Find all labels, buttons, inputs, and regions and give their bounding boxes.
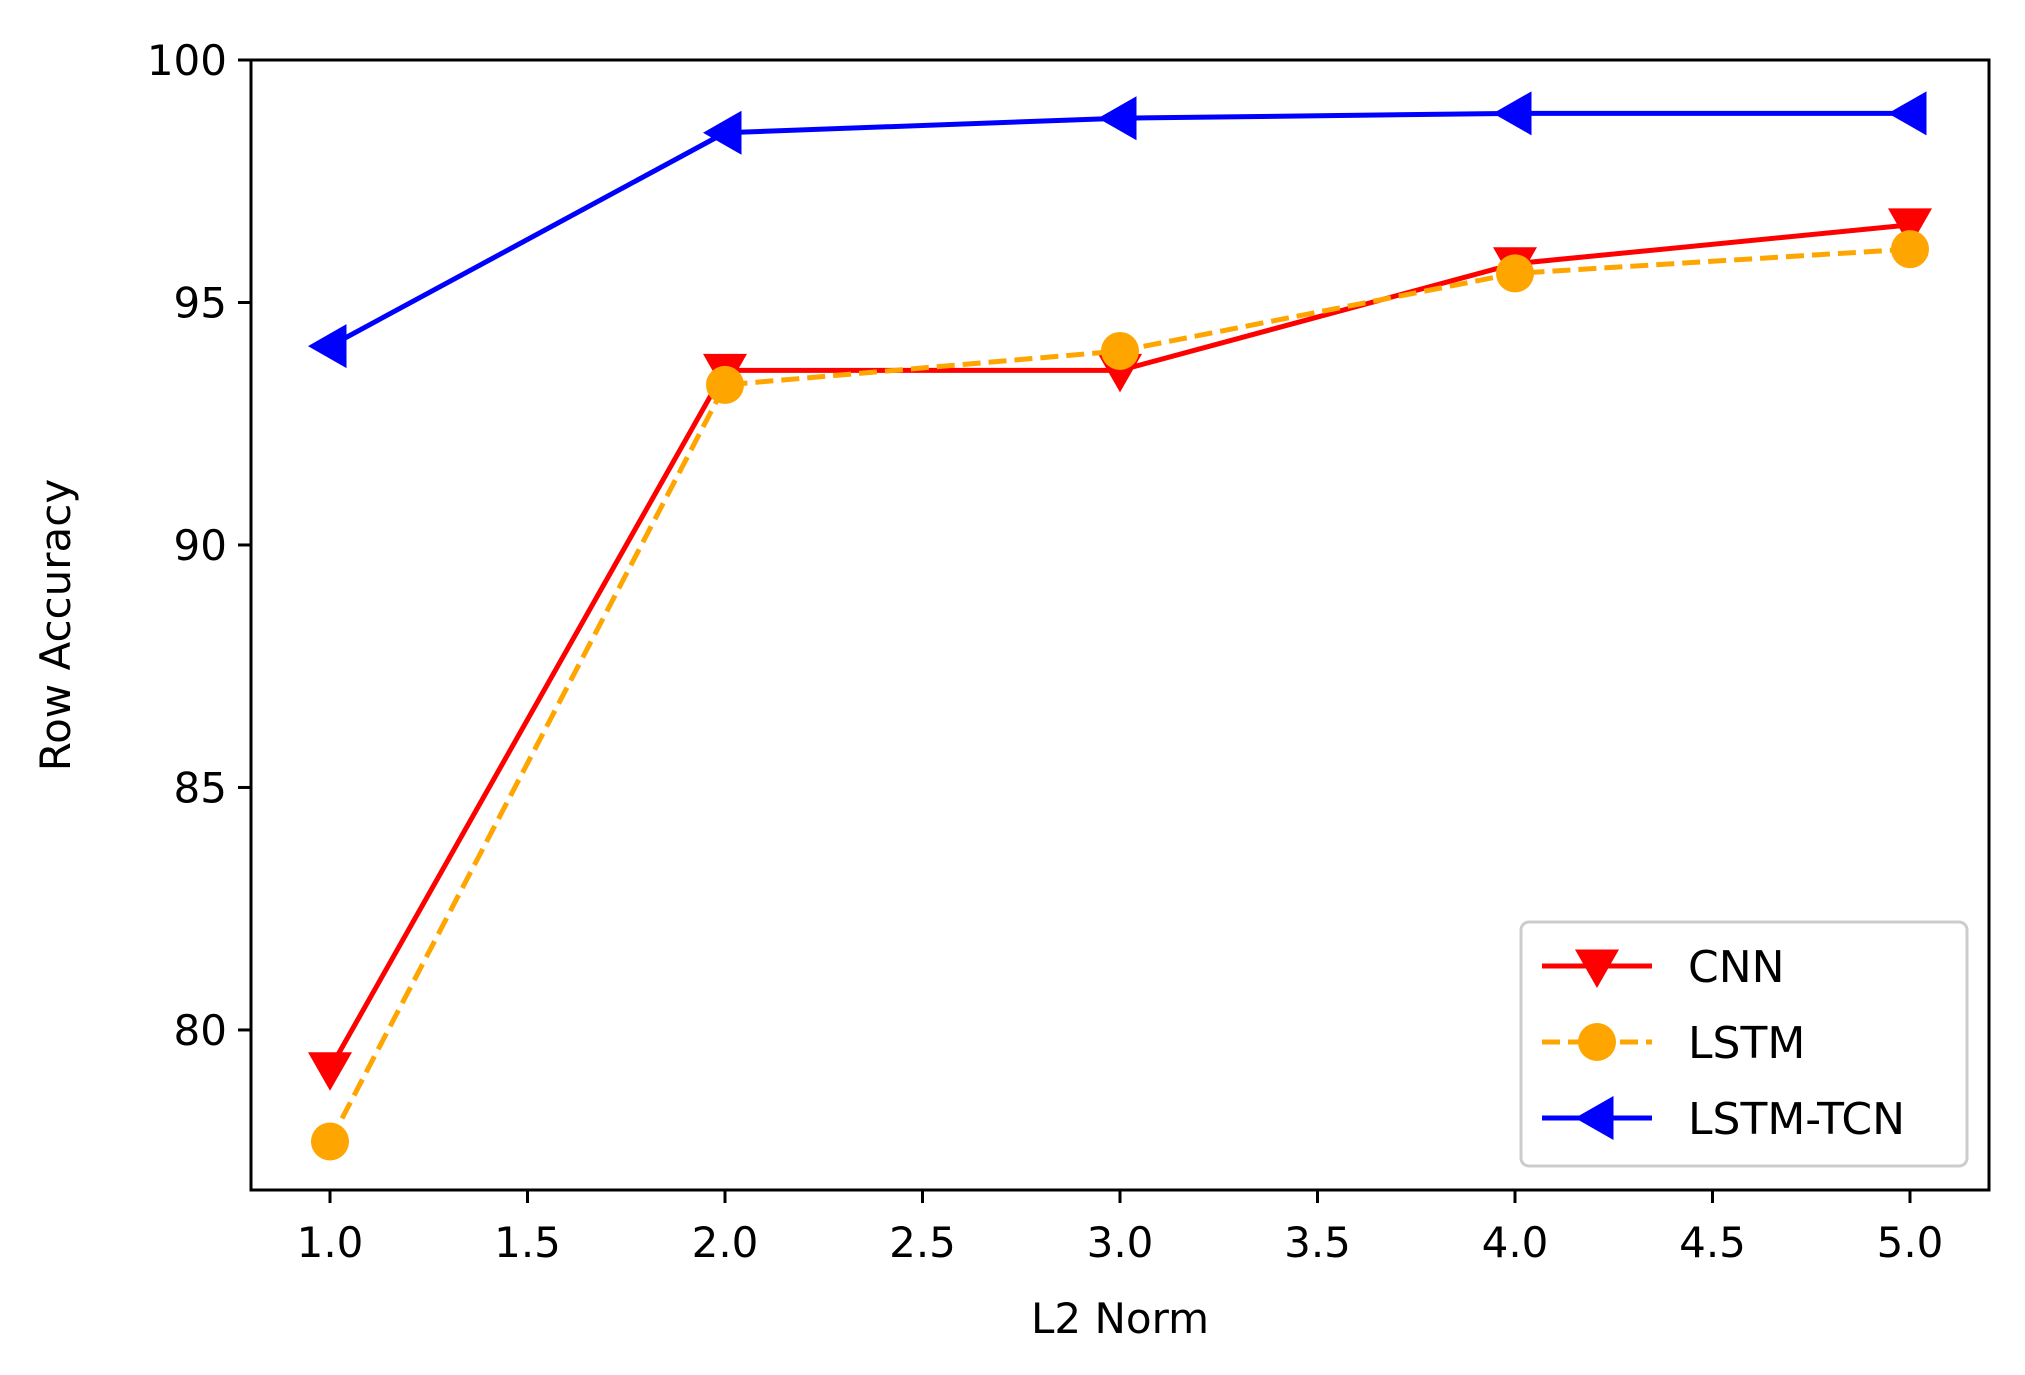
data-point-lstm-tcn [1098,96,1137,141]
data-point-lstm-tcn [1888,91,1927,136]
y-tick-label: 85 [174,763,227,812]
data-point-lstm-tcn [1493,91,1532,136]
data-point-lstm [706,365,744,404]
x-tick-label: 1.0 [297,1218,364,1267]
legend-label-lstm-tcn: LSTM-TCN [1688,1094,1905,1145]
legend-marker-lstm [1578,1023,1616,1061]
data-point-cnn [1888,208,1932,247]
y-tick-label: 90 [174,521,227,570]
legend-marker-cnn [1575,949,1619,988]
x-tick-label: 3.5 [1284,1218,1351,1267]
legend-marker-lstm-tcn [1575,1096,1614,1140]
x-tick-label: 4.0 [1482,1218,1549,1267]
x-tick-label: 3.0 [1087,1218,1154,1267]
legend-label-cnn: CNN [1688,942,1785,993]
axis-ticks: 1.0 1.5 2.0 2.5 3.0 3.5 4.0 4.5 5.0 80 85 90 95 100 [147,36,1944,1267]
data-point-lstm [1891,230,1929,269]
y-tick-label: 100 [147,36,227,85]
plot-marks [308,91,1932,1161]
data-point-lstm-tcn [308,324,347,369]
x-axis-label: L2 Norm [1031,1294,1209,1343]
legend-box [1519,920,1969,1168]
data-point-cnn [308,1052,352,1091]
x-tick-label: 2.5 [889,1218,956,1267]
x-tick-label: 5.0 [1877,1218,1944,1267]
data-point-lstm [1101,331,1139,370]
y-tick-label: 80 [174,1006,227,1055]
y-axis-label: Row Accuracy [31,479,80,771]
x-tick-label: 1.5 [494,1218,561,1267]
series-line-lstm-tcn [328,110,1910,349]
data-point-lstm [311,1122,349,1161]
legend: CNN LSTM LSTM-TCN [1519,920,1969,1168]
data-point-lstm-tcn [703,110,742,155]
legend-label-lstm: LSTM [1688,1018,1805,1069]
y-tick-label: 95 [174,278,227,327]
x-tick-label: 2.0 [692,1218,759,1267]
data-point-lstm [1496,254,1534,293]
x-tick-label: 4.5 [1679,1218,1746,1267]
